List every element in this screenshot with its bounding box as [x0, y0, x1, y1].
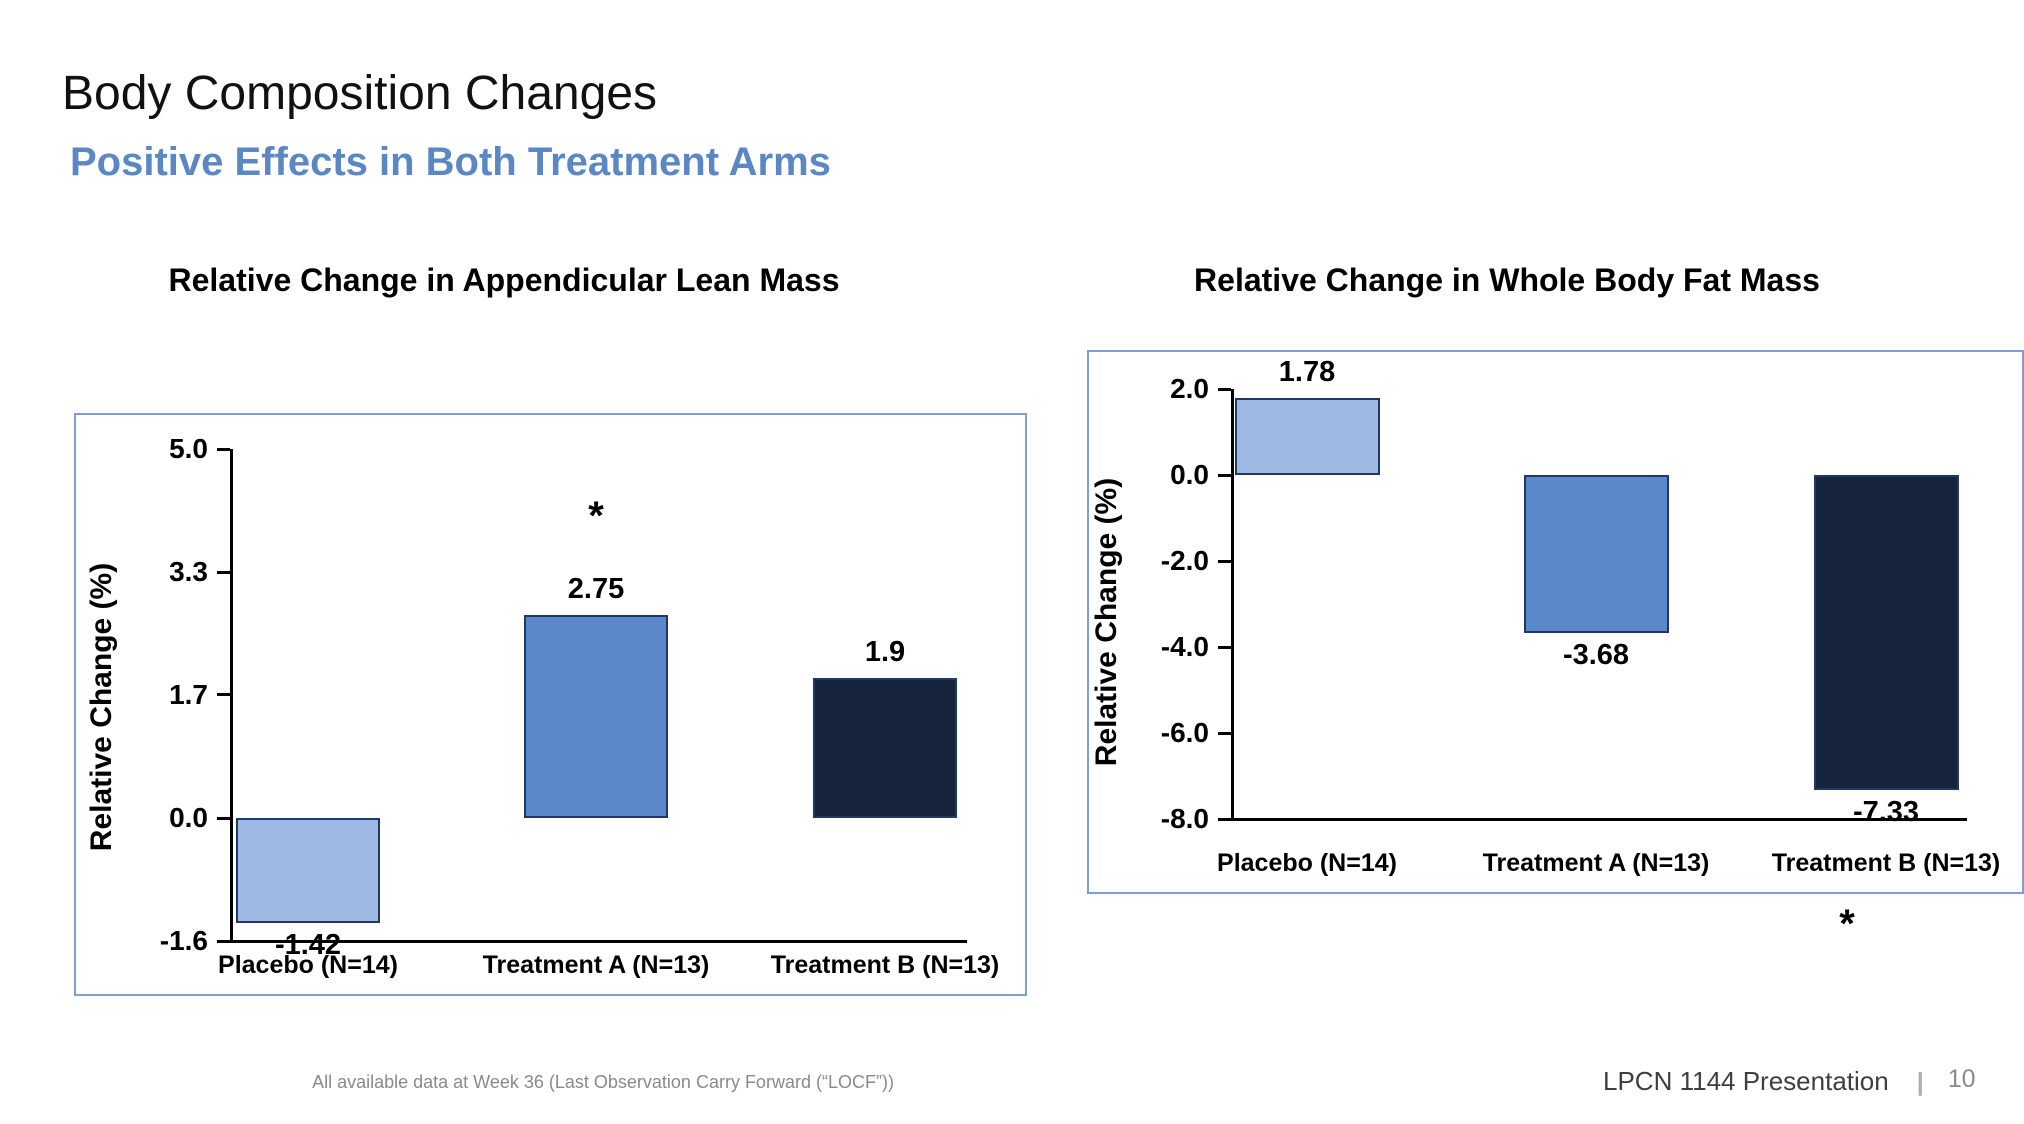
bar: [813, 677, 957, 818]
y-tick: [217, 939, 230, 943]
chart-lean-mass: 5.0 3.3 1.7 0.0 -1.6 -1.42 2.75 1.9 Placebo (N=1…: [74, 413, 1027, 996]
y-axis-line: [230, 449, 233, 943]
y-tick-label: -1.6: [159, 925, 208, 956]
y-tick-label: -4.0: [1160, 631, 1209, 662]
y-tick-label: -6.0: [1160, 717, 1209, 748]
y-tick-label: 3.3: [169, 556, 208, 587]
category-label: Treatment A (N=13): [1482, 849, 1710, 877]
bar-value-label: 1.9: [864, 635, 906, 668]
page-title: Body Composition Changes: [62, 67, 658, 120]
x-axis-line: [1231, 818, 1967, 821]
y-tick-label: -8.0: [1160, 803, 1209, 834]
y-tick: [217, 447, 230, 451]
bar: [524, 615, 668, 818]
bar-value-label: 1.78: [1278, 356, 1336, 389]
y-tick-label: 2.0: [1170, 373, 1209, 404]
bar-value-label: -3.68: [1562, 639, 1630, 672]
y-tick-label: 0.0: [1170, 459, 1209, 490]
page-number: 10: [1947, 1065, 1976, 1093]
bar: [1234, 398, 1380, 475]
y-tick-label: -2.0: [1160, 545, 1209, 576]
y-tick: [1218, 387, 1231, 391]
category-label: Placebo (N=14): [1217, 849, 1397, 877]
category-label: Treatment A (N=13): [482, 951, 710, 979]
chart-title-lean-mass: Relative Change in Appendicular Lean Mas…: [168, 262, 840, 298]
category-label: Treatment B (N=13): [770, 951, 1000, 979]
significance-asterisk: *: [588, 494, 604, 538]
y-axis-line: [1231, 389, 1234, 821]
y-tick: [1218, 817, 1231, 821]
y-tick: [1218, 473, 1231, 477]
bar-value-label: -7.33: [1852, 796, 1920, 829]
y-tick: [1218, 559, 1231, 563]
y-axis-title: Relative Change (%): [1090, 477, 1123, 767]
y-tick: [217, 816, 230, 820]
category-label: Placebo (N=14): [218, 951, 398, 979]
bar: [236, 818, 380, 923]
chart-fat-mass: 2.0 0.0 -2.0 -4.0 -6.0 -8.0 1.78 -3.68 -7.33 Plac…: [1087, 350, 2024, 944]
presentation-name: LPCN 1144 Presentation: [1603, 1066, 1889, 1096]
bar-value-label: -1.42: [274, 928, 342, 961]
y-tick-label: 1.7: [169, 678, 208, 710]
y-tick: [217, 570, 230, 574]
bar-value-label: 2.75: [567, 573, 625, 606]
y-tick: [217, 693, 230, 697]
significance-asterisk: *: [1839, 902, 1855, 946]
chart-title-fat-mass: Relative Change in Whole Body Fat Mass: [1194, 262, 1820, 298]
footnote: All available data at Week 36 (Last Obse…: [312, 1072, 894, 1092]
page-subtitle: Positive Effects in Both Treatment Arms: [70, 140, 831, 184]
footer-right: LPCN 1144 Presentation | 10: [1603, 1065, 1976, 1097]
bar: [1813, 475, 1959, 791]
y-tick-label: 0.0: [169, 802, 208, 833]
category-label: Treatment B (N=13): [1771, 849, 2001, 877]
x-axis-line: [230, 940, 967, 943]
y-axis-title: Relative Change (%): [85, 562, 118, 852]
y-tick-label: 5.0: [169, 433, 208, 464]
footer-separator: |: [1916, 1068, 1924, 1096]
y-tick: [1218, 731, 1231, 735]
bar: [1523, 475, 1669, 634]
y-tick: [1218, 645, 1231, 649]
